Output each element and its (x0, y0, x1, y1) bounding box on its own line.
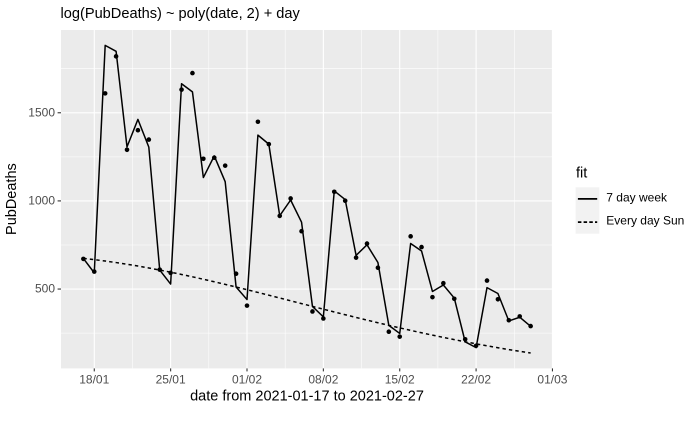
svg-text:PubDeaths: PubDeaths (4, 163, 20, 235)
svg-text:25/01: 25/01 (156, 372, 186, 386)
svg-text:500: 500 (35, 282, 55, 296)
svg-text:1000: 1000 (28, 194, 55, 208)
svg-text:Every day Sun: Every day Sun (606, 214, 684, 228)
svg-text:01/02: 01/02 (232, 372, 262, 386)
svg-text:fit: fit (576, 166, 587, 182)
svg-text:18/01: 18/01 (79, 372, 109, 386)
svg-text:01/03: 01/03 (537, 372, 567, 386)
svg-text:log(PubDeaths) ~ poly(date, 2): log(PubDeaths) ~ poly(date, 2) + day (61, 6, 301, 22)
svg-text:22/02: 22/02 (461, 372, 491, 386)
svg-text:08/02: 08/02 (308, 372, 338, 386)
svg-text:7 day week: 7 day week (606, 191, 668, 205)
svg-text:1500: 1500 (28, 105, 55, 119)
svg-text:date from 2021-01-17 to 2021-0: date from 2021-01-17 to 2021-02-27 (190, 389, 424, 405)
svg-text:15/02: 15/02 (385, 372, 415, 386)
